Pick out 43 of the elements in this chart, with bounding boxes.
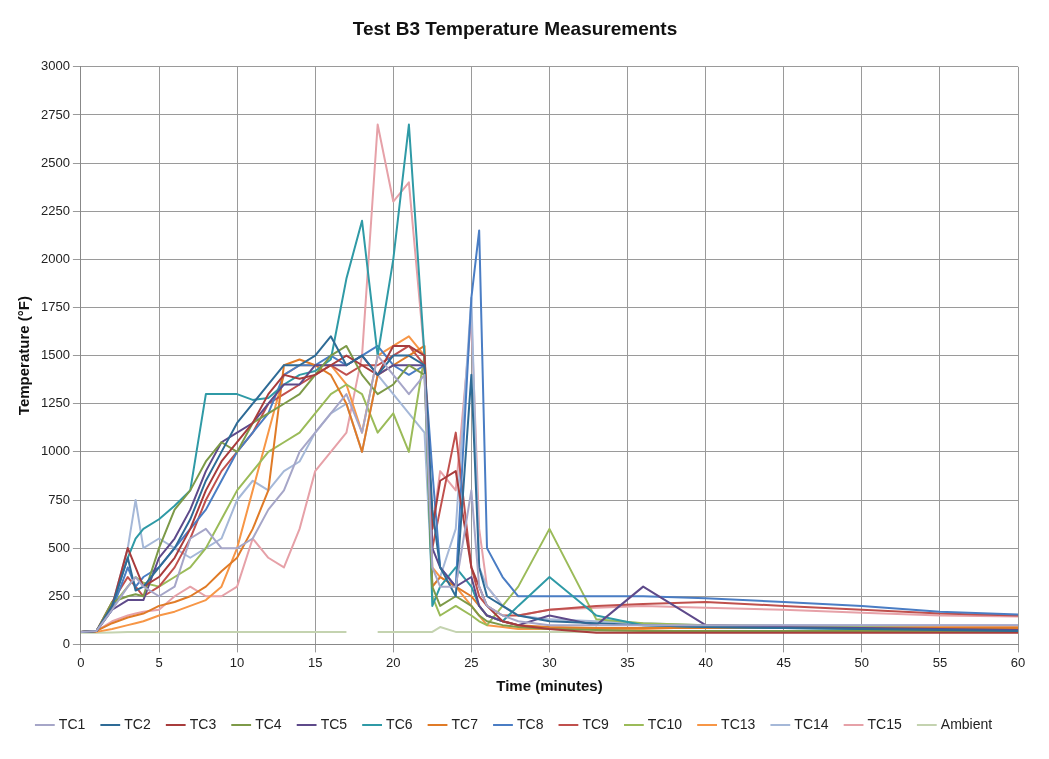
y-tick-label: 1500	[41, 347, 70, 363]
y-tick-label: 2750	[41, 106, 70, 122]
legend-label: TC5	[320, 715, 348, 732]
chart-title: Test B3 Temperature Measurements	[352, 17, 678, 39]
x-tick-label: 50	[854, 654, 870, 670]
legend-label: TC3	[189, 715, 217, 732]
legend-label: TC1	[58, 715, 86, 732]
x-tick-label: 45	[776, 654, 791, 670]
x-tick-label: 30	[542, 654, 557, 670]
legend-label: TC4	[255, 715, 282, 732]
legend-label: TC13	[721, 715, 756, 732]
y-tick-label: 2250	[41, 202, 70, 218]
y-tick-label: 750	[48, 491, 70, 507]
x-tick-label: 20	[386, 654, 401, 670]
y-tick-label: 1250	[41, 395, 70, 411]
x-tick-label: 0	[77, 654, 85, 670]
x-tick-label: 60	[1010, 654, 1026, 670]
x-tick-label: 35	[620, 654, 635, 670]
x-axis-title: Time (minutes)	[496, 677, 603, 695]
y-tick-label: 500	[48, 539, 70, 555]
y-tick-label: 1750	[41, 299, 70, 315]
y-tick-label: 2500	[41, 154, 70, 170]
legend-label: TC8	[516, 715, 544, 732]
y-tick-label: 3000	[41, 58, 70, 74]
legend-label: TC14	[794, 715, 829, 732]
x-tick-label: 10	[229, 654, 245, 670]
legend-label: TC7	[451, 715, 479, 732]
y-tick-label: 2000	[41, 250, 70, 266]
legend-label: TC10	[647, 715, 683, 732]
legend-label: TC9	[582, 715, 610, 732]
x-tick-label: 40	[698, 654, 713, 670]
y-tick-label: 1000	[41, 443, 70, 459]
y-axis-title: Temperature (°F)	[15, 296, 33, 416]
x-tick-label: 25	[464, 654, 479, 670]
y-tick-label: 250	[48, 587, 70, 603]
x-tick-label: 5	[155, 654, 163, 670]
legend-label: Ambient	[940, 715, 993, 732]
y-tick-label: 0	[62, 635, 70, 651]
legend-label: TC2	[124, 715, 151, 732]
x-tick-label: 55	[932, 654, 948, 670]
legend-label: TC6	[386, 715, 413, 732]
legend-label: TC15	[867, 715, 903, 732]
x-tick-label: 15	[307, 654, 323, 670]
